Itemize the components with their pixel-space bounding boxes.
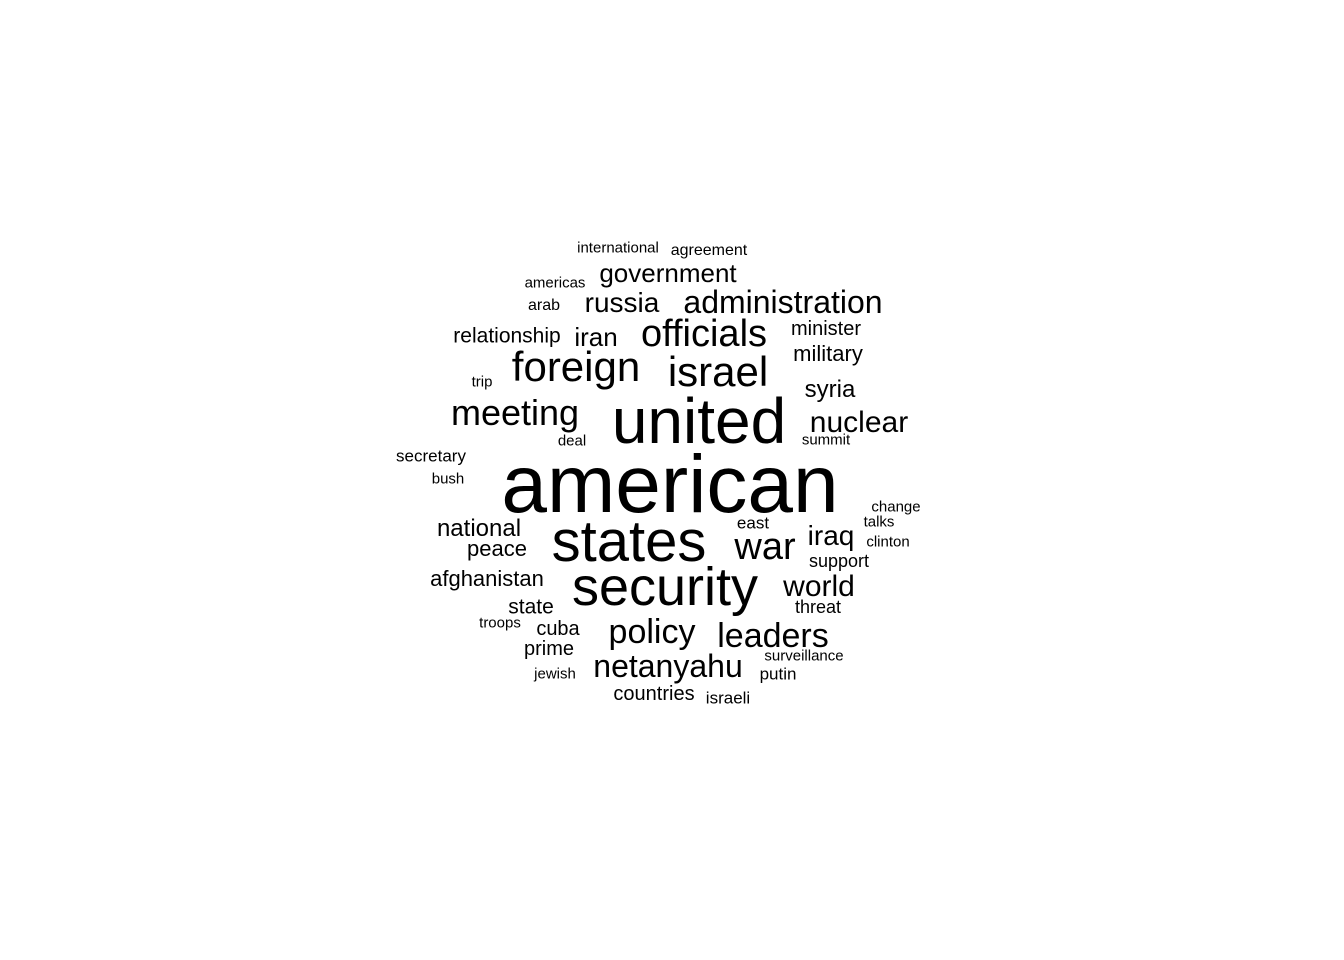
word: americas bbox=[524, 274, 586, 292]
word: nuclear bbox=[809, 406, 909, 439]
word: relationship bbox=[453, 324, 561, 348]
word: trip bbox=[471, 373, 493, 391]
word: netanyahu bbox=[593, 648, 743, 684]
word: iraq bbox=[807, 520, 855, 551]
word: states bbox=[551, 509, 707, 574]
word: threat bbox=[794, 597, 842, 617]
word: military bbox=[793, 341, 863, 366]
word: international bbox=[577, 239, 659, 257]
word: agreement bbox=[670, 242, 748, 259]
word: leaders bbox=[717, 617, 829, 655]
word: meeting bbox=[450, 392, 580, 433]
word: talks bbox=[863, 513, 895, 531]
word: minister bbox=[790, 318, 862, 340]
word: bush bbox=[431, 470, 465, 488]
word: officials bbox=[640, 313, 768, 355]
word: israeli bbox=[705, 688, 751, 708]
word: putin bbox=[759, 664, 797, 684]
word: summit bbox=[801, 431, 851, 449]
word: world bbox=[783, 570, 855, 603]
word: foreign bbox=[511, 343, 641, 390]
word: arab bbox=[527, 297, 561, 314]
word: war bbox=[734, 526, 796, 568]
word: support bbox=[808, 551, 870, 571]
word: national bbox=[436, 515, 522, 542]
word: syria bbox=[804, 376, 856, 403]
word: clinton bbox=[866, 533, 910, 551]
word: russia bbox=[584, 287, 660, 318]
word: jewish bbox=[534, 665, 576, 683]
word: peace bbox=[467, 536, 527, 561]
word: deal bbox=[557, 432, 587, 450]
word: afghanistan bbox=[430, 566, 544, 591]
word: troops bbox=[479, 614, 521, 632]
word: countries bbox=[613, 683, 695, 705]
word: east bbox=[736, 513, 770, 533]
word: government bbox=[599, 258, 737, 288]
word: security bbox=[571, 557, 759, 617]
word: prime bbox=[523, 638, 575, 660]
word: surveillance bbox=[764, 647, 844, 665]
word: policy bbox=[608, 613, 696, 651]
word: state bbox=[508, 595, 554, 619]
word: israel bbox=[667, 348, 769, 395]
word: iran bbox=[574, 322, 618, 352]
word: american bbox=[501, 439, 839, 530]
word: change bbox=[871, 498, 921, 516]
word: administration bbox=[683, 284, 883, 320]
word: secretary bbox=[396, 446, 466, 466]
word: united bbox=[611, 385, 787, 457]
word: cuba bbox=[536, 618, 580, 640]
